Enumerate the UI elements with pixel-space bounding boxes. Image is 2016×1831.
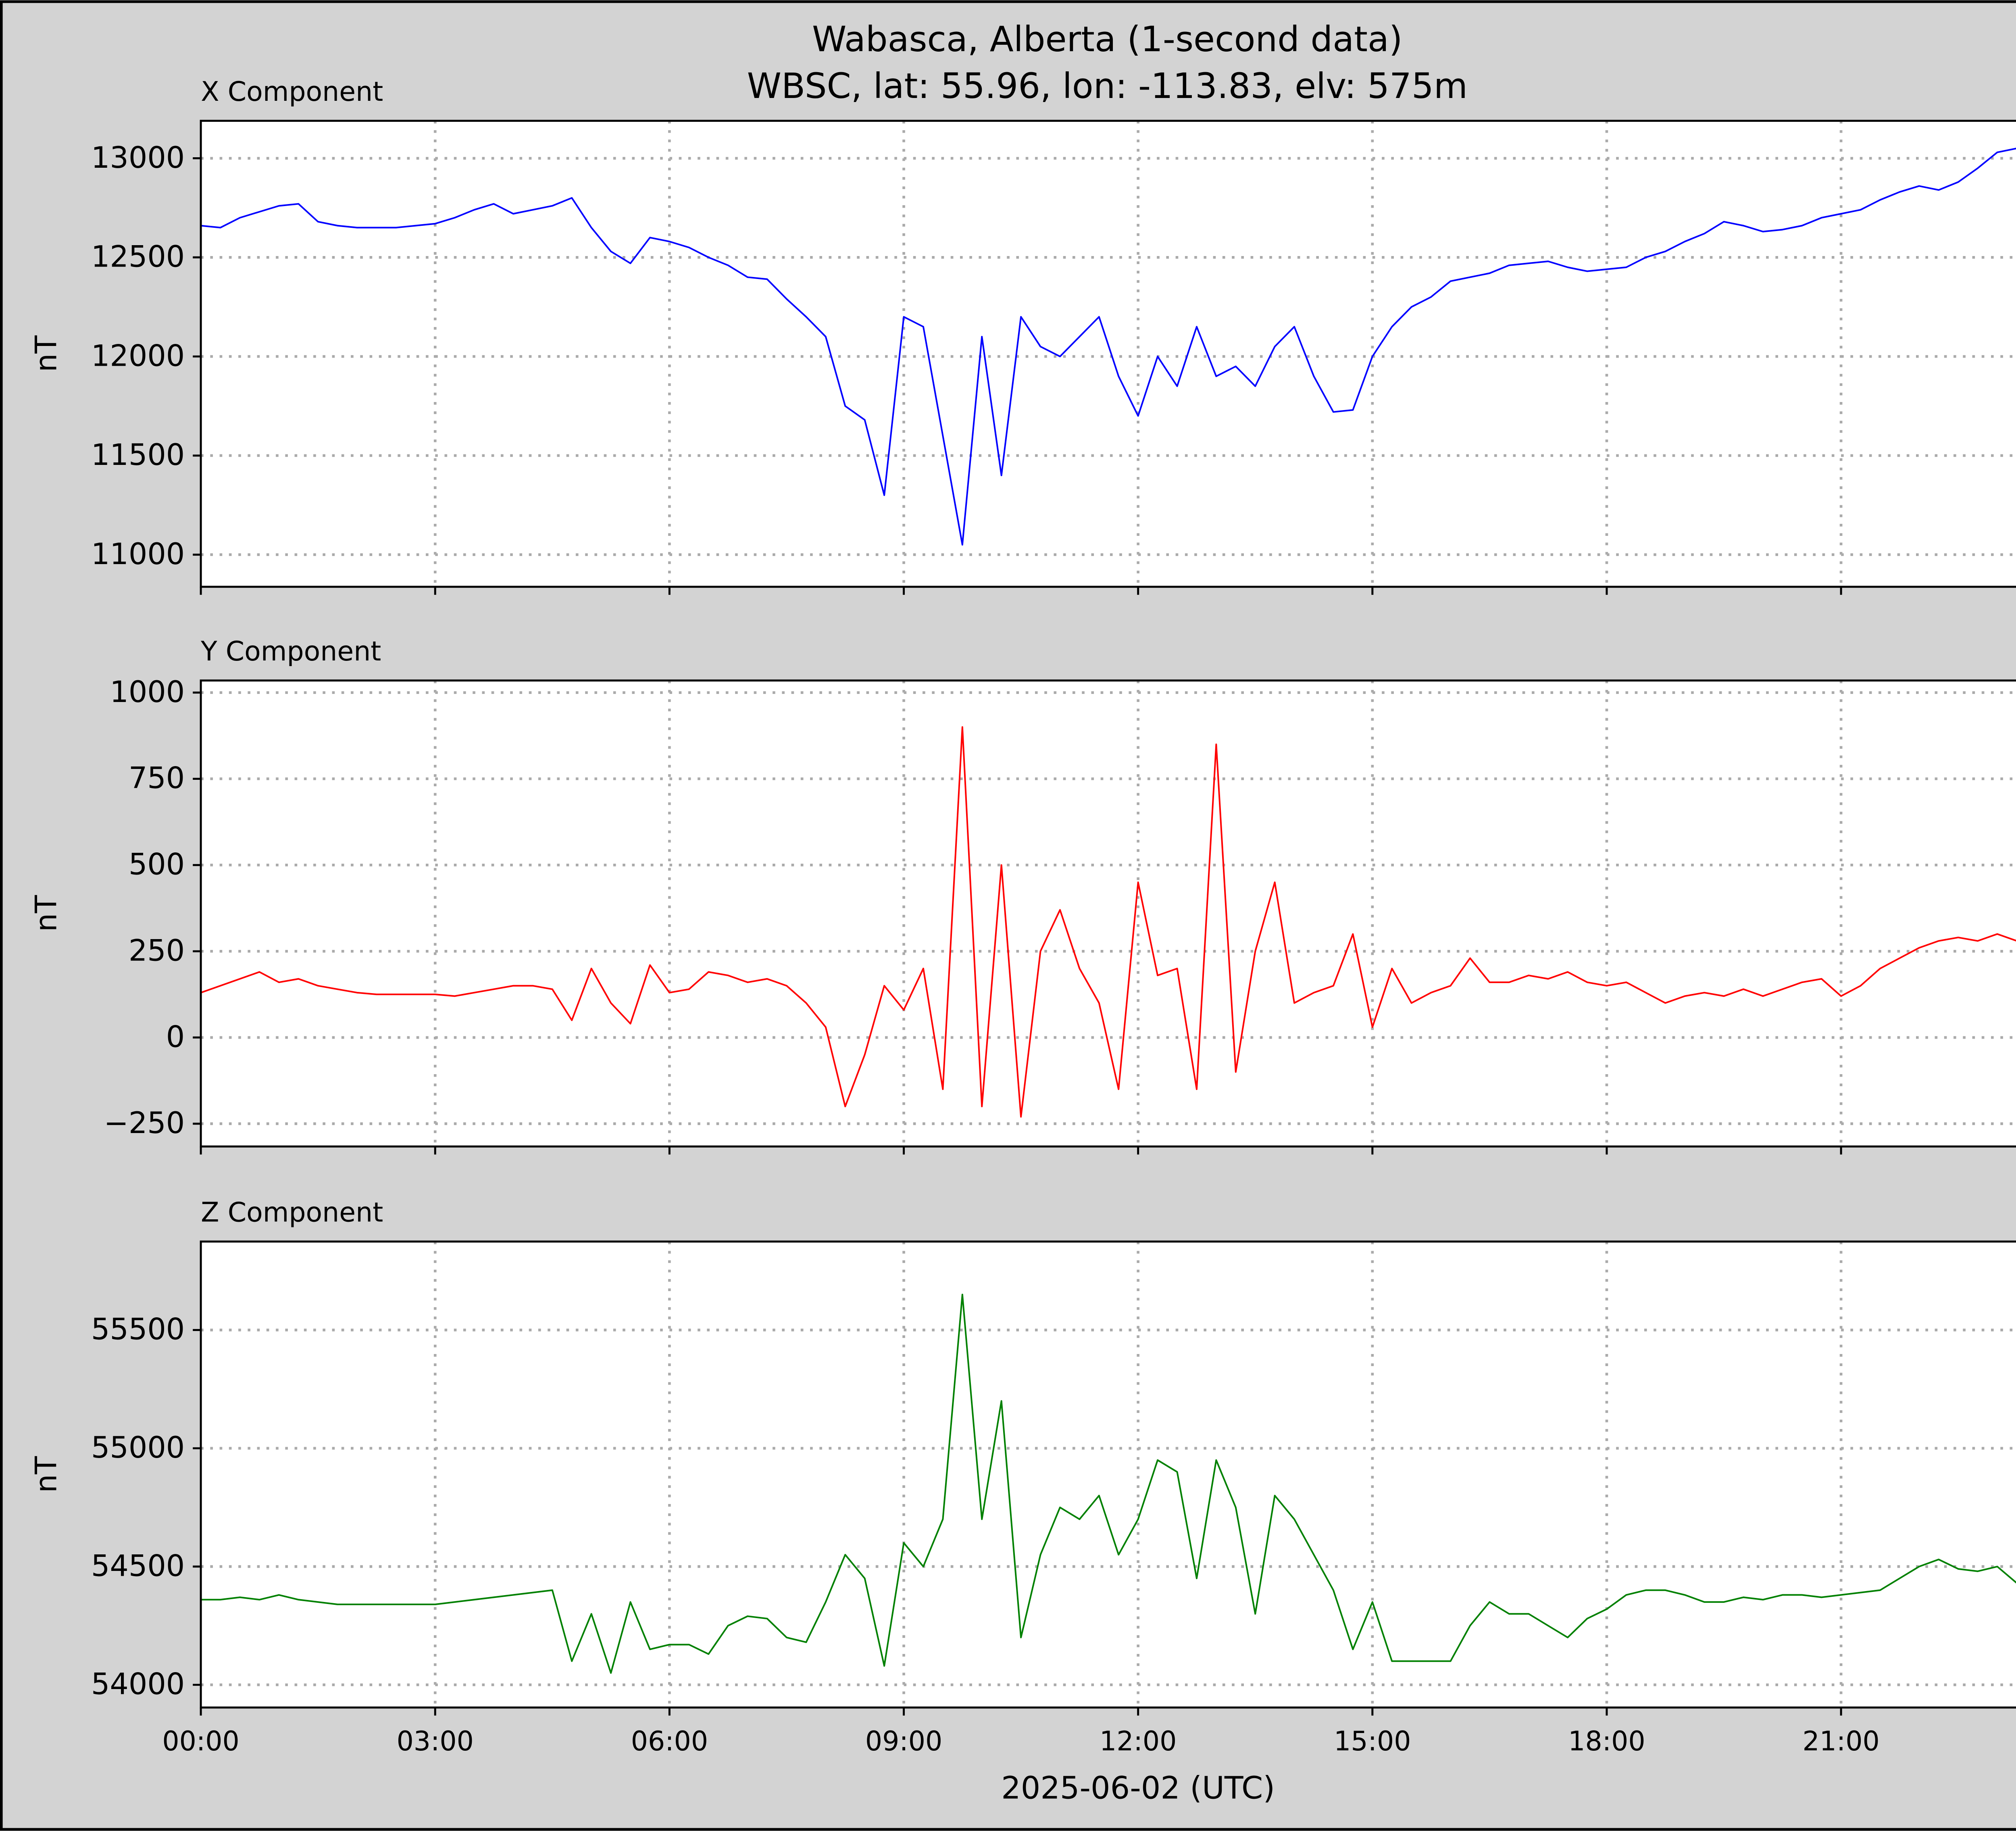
y-tick-label: 54500 xyxy=(91,1549,185,1583)
plot-area xyxy=(201,680,2016,1147)
y-axis-label: nT xyxy=(29,335,63,372)
y-tick-label: 54000 xyxy=(91,1667,185,1702)
figure-subtitle: WBSC, lat: 55.96, lon: -113.83, elv: 575… xyxy=(747,66,1468,106)
y-axis-label: nT xyxy=(29,895,63,932)
data-line xyxy=(200,726,2016,1118)
plot-frame xyxy=(200,120,2016,588)
panel-title: Z Component xyxy=(201,1196,383,1228)
plot-area xyxy=(201,121,2016,587)
plot-frame xyxy=(200,1240,2016,1709)
x-tick-label: 03:00 xyxy=(397,1725,474,1757)
y-tick-label: 1000 xyxy=(110,675,185,709)
y-tick-label: 13000 xyxy=(91,141,185,175)
y-tick-label: 0 xyxy=(166,1020,185,1054)
y-tick-label: 12500 xyxy=(91,240,185,274)
x-tick-label: 09:00 xyxy=(865,1725,942,1757)
y-tick-label: 55000 xyxy=(91,1431,185,1465)
y-tick-label: 500 xyxy=(129,848,185,882)
x-tick-label: 12:00 xyxy=(1100,1725,1177,1757)
figure-title: Wabasca, Alberta (1-second data) xyxy=(812,19,1403,60)
x-axis-label: 2025-06-02 (UTC) xyxy=(1001,1771,1275,1806)
x-tick-label: 00:00 xyxy=(162,1725,239,1757)
x-tick-label: 21:00 xyxy=(1802,1725,1879,1757)
plot-area xyxy=(201,1241,2016,1708)
y-axis-label: nT xyxy=(29,1456,63,1493)
panel-title: Y Component xyxy=(200,635,381,667)
y-tick-label: 11500 xyxy=(91,438,185,472)
x-tick-label: 18:00 xyxy=(1568,1725,1645,1757)
plot-frame xyxy=(200,679,2016,1148)
y-tick-label: 12000 xyxy=(91,339,185,373)
y-tick-label: 55500 xyxy=(91,1312,185,1347)
data-line xyxy=(201,1294,2016,1674)
y-tick-label: 250 xyxy=(129,933,185,968)
y-tick-label: 11000 xyxy=(91,537,185,571)
y-tick-label: 750 xyxy=(129,761,185,796)
x-tick-label: 06:00 xyxy=(631,1725,708,1757)
panel-title: X Component xyxy=(201,76,383,107)
y-tick-label: −250 xyxy=(104,1106,185,1140)
data-line xyxy=(200,148,2016,546)
x-tick-label: 15:00 xyxy=(1334,1725,1411,1757)
